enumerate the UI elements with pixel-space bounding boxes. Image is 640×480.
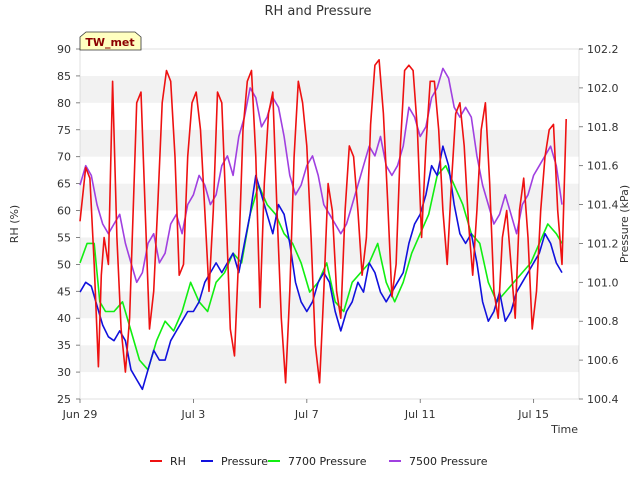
grid-band [80, 345, 579, 373]
grid-bands [80, 49, 579, 399]
y-tick-label-right: 100.4 [587, 393, 619, 406]
right-axis: 100.4 100.6 100.8 101.0 101.2 101.4 101.6 101.8… [579, 43, 619, 406]
x-tick-label: Jul 15 [517, 408, 549, 421]
series-line-rh [79, 58, 567, 384]
y-tick-label-right: 101.4 [587, 199, 619, 212]
y-tick-label-left: 55 [57, 231, 71, 244]
station-badge-label: TW_met [85, 36, 134, 49]
series-line-7500-pressure [79, 67, 563, 284]
y-tick-label-left: 80 [57, 97, 71, 110]
y-tick-label-left: 65 [57, 178, 71, 191]
grid-band [80, 318, 579, 346]
series-line-pressure [79, 145, 563, 391]
y-tick-label-left: 35 [57, 339, 71, 352]
y-tick-label-left: 30 [57, 366, 71, 379]
grid-band [80, 129, 579, 157]
legend: RH Pressure 7700 Pressure 7500 Pressure [150, 455, 488, 468]
y-tick-label-right: 102.0 [587, 82, 619, 95]
chart-title: RH and Pressure [264, 4, 371, 19]
grid-band [80, 156, 579, 184]
grid-band [80, 75, 579, 103]
y-tick-label-right: 101.0 [587, 276, 619, 289]
x-tick-label: Jul 11 [404, 408, 436, 421]
y-tick-label-right: 101.2 [587, 237, 619, 250]
x-axis: Jun 29 Jul 3 Jul 7 Jul 11 Jul 15 [62, 399, 549, 421]
grid-band [80, 102, 579, 130]
y-tick-label-left: 90 [57, 43, 71, 56]
y-tick-label-right: 101.8 [587, 121, 619, 134]
x-tick-label: Jul 7 [294, 408, 319, 421]
x-axis-label: Time [550, 423, 578, 436]
legend-label: RH [170, 455, 186, 468]
y-tick-label-left: 50 [57, 258, 71, 271]
plot-frame [79, 48, 580, 400]
series-layer [79, 58, 567, 391]
left-axis: 25 30 35 40 45 50 55 60 65 70 75 80 85 90 [57, 43, 80, 406]
grid-band [80, 237, 579, 265]
y-tick-label-left: 40 [57, 312, 71, 325]
y-tick-label-left: 85 [57, 70, 71, 83]
y-tick-label-left: 25 [57, 393, 71, 406]
x-tick-label: Jun 29 [62, 408, 98, 421]
y-tick-label-right: 100.6 [587, 354, 619, 367]
y-axis-label-right: Pressure (kPa) [618, 185, 631, 263]
station-badge-shape [79, 31, 142, 51]
y-tick-label-left: 60 [57, 205, 71, 218]
y-tick-label-right: 100.8 [587, 315, 619, 328]
y-tick-label-left: 75 [57, 124, 71, 137]
grid-band [80, 49, 579, 76]
legend-label: 7500 Pressure [409, 455, 488, 468]
x-tick-label: Jul 3 [181, 408, 206, 421]
y-axis-label-left: RH (%) [8, 205, 21, 243]
grid-band [80, 372, 579, 399]
y-tick-label-right: 102.2 [587, 43, 619, 56]
legend-label: 7700 Pressure [288, 455, 367, 468]
station-badge: TW_met [79, 31, 142, 51]
y-tick-label-right: 101.6 [587, 160, 619, 173]
y-tick-label-left: 45 [57, 285, 71, 298]
y-tick-label-left: 70 [57, 151, 71, 164]
legend-label: Pressure [221, 455, 268, 468]
